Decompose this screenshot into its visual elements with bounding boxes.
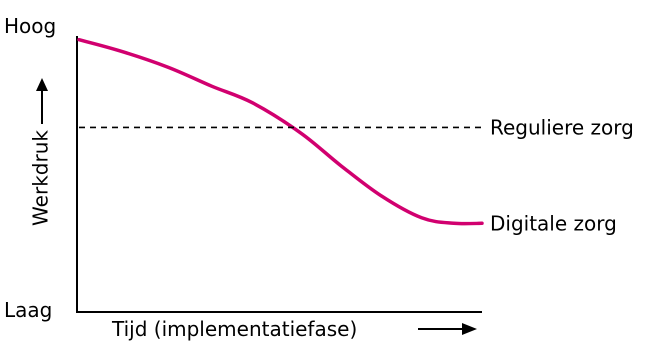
y-axis-label: Werkdruk [29,130,53,226]
series-layer: Digitale zorg Reguliere zorg [77,37,634,235]
y-axis-arrow-icon [36,78,48,124]
series-line-digitale-zorg [77,37,484,226]
x-axis-arrow-icon [418,323,477,335]
x-axis-label: Tijd (implementatiefase) [111,317,357,341]
y-tick-label-bottom: Laag [4,298,52,322]
series-label-digitale-zorg: Digitale zorg [490,211,617,235]
series-label-reguliere-zorg: Reguliere zorg [490,115,634,139]
y-tick-label-top: Hoog [4,14,56,38]
